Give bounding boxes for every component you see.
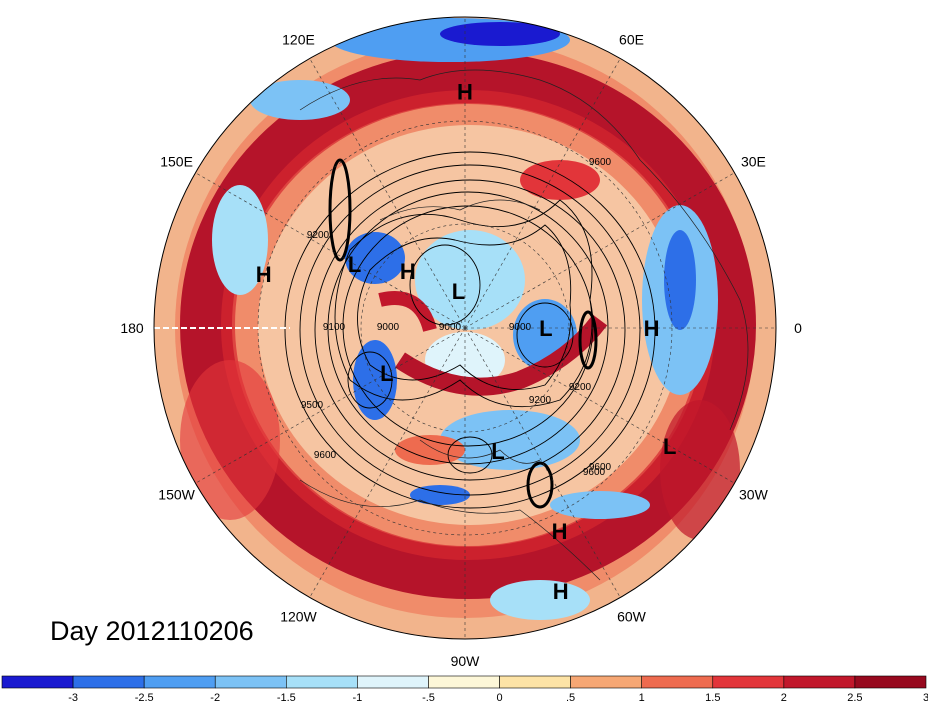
- contour-value-label: 9600: [314, 450, 337, 461]
- polar-map: [153, 16, 777, 640]
- contour-value-label: 9200: [529, 395, 552, 406]
- colorbar-swatch: [428, 675, 500, 689]
- colorbar-swatch: [286, 675, 358, 689]
- lon-90e-label: 90E: [453, 0, 478, 3]
- contour-value-label: 9000: [377, 322, 400, 333]
- colorbar-tick-label: 0: [496, 692, 502, 702]
- pressure-markers: H H H H H H L L L L L L: [256, 80, 677, 604]
- contour-value-label: 9200: [569, 382, 592, 393]
- colorbar-swatch: [357, 675, 429, 689]
- colorbar-tick-label: -2: [210, 692, 220, 702]
- lon-120e-label: 120E: [282, 32, 315, 48]
- colorbar-swatch: [214, 675, 287, 689]
- geopotential-contours: [284, 151, 656, 509]
- colorbar-tick-label: 1: [639, 692, 645, 702]
- colorbar-tick-label: -.5: [422, 692, 435, 702]
- low-pressure-marker: L: [452, 279, 465, 304]
- lon-90w-label: 90W: [451, 653, 481, 669]
- low-pressure-marker: L: [348, 252, 361, 277]
- high-pressure-marker: H: [256, 262, 272, 287]
- lon-180-label: 180: [120, 320, 144, 336]
- colorbar-tick-label: -1.5: [277, 692, 296, 702]
- high-pressure-marker: H: [553, 579, 569, 604]
- high-pressure-marker: H: [644, 316, 660, 341]
- colorbar-tick-label: -1: [353, 692, 363, 702]
- low-pressure-marker: L: [539, 316, 552, 341]
- plot-title: Day 2012110206: [50, 616, 254, 646]
- lon-60e-label: 60E: [619, 32, 644, 48]
- colorbar-swatch: [72, 675, 145, 689]
- colorbar-swatch: [641, 675, 714, 689]
- colorbar-swatch: [499, 675, 571, 689]
- colorbar-tick-label: -2.5: [135, 692, 154, 702]
- map-boundary: [153, 16, 777, 640]
- high-pressure-marker: H: [457, 80, 473, 105]
- high-pressure-marker: H: [400, 259, 416, 284]
- longitude-labels: 90E 60E 30E 0 30W 60W 90W 120W 150W 180 150E 120E: [120, 0, 802, 669]
- contour-value-label: 9600: [589, 157, 612, 168]
- contour-value-label: 9200: [307, 230, 330, 241]
- colorbar-swatch: [783, 675, 856, 689]
- lon-150w-label: 150W: [158, 487, 195, 503]
- contour-value-label: 9600: [583, 467, 606, 478]
- lon-0-label: 0: [794, 320, 802, 336]
- colorbar-tick-label: 3: [923, 692, 928, 702]
- low-pressure-marker: L: [663, 434, 676, 459]
- lon-30w-label: 30W: [739, 487, 769, 503]
- colorbar-swatch: [854, 675, 927, 689]
- contour-value-label: 9000: [509, 322, 532, 333]
- colorbar-tick-label: .5: [566, 692, 575, 702]
- colorbar-swatch: [143, 675, 216, 689]
- lon-60w-label: 60W: [617, 608, 647, 624]
- colorbar-swatch: [570, 675, 642, 689]
- low-pressure-marker: L: [491, 439, 504, 464]
- colorbar-swatch: [1, 675, 74, 689]
- lon-120w-label: 120W: [280, 608, 317, 624]
- lon-30e-label: 30E: [741, 154, 766, 170]
- contour-value-label: 9100: [323, 322, 346, 333]
- lon-150e-label: 150E: [160, 154, 193, 170]
- colorbar-tick-label: 2.5: [847, 692, 862, 702]
- colorbar-tick-label: -3: [68, 692, 78, 702]
- colorbar: -3 -2.5 -2 -1.5 -1 -.5 0 .5 1 1.5 2 2.5 3: [1, 675, 928, 702]
- low-pressure-marker: L: [380, 361, 393, 386]
- contour-value-label: 9600: [589, 462, 612, 473]
- contour-value-label: 9000: [439, 322, 462, 333]
- colorbar-tick-label: 1.5: [705, 692, 720, 702]
- high-pressure-marker: H: [552, 519, 568, 544]
- colorbar-swatch: [712, 675, 785, 689]
- anomaly-field: [154, 17, 776, 639]
- contour-value-label: 9500: [301, 400, 324, 411]
- colorbar-tick-label: 2: [781, 692, 787, 702]
